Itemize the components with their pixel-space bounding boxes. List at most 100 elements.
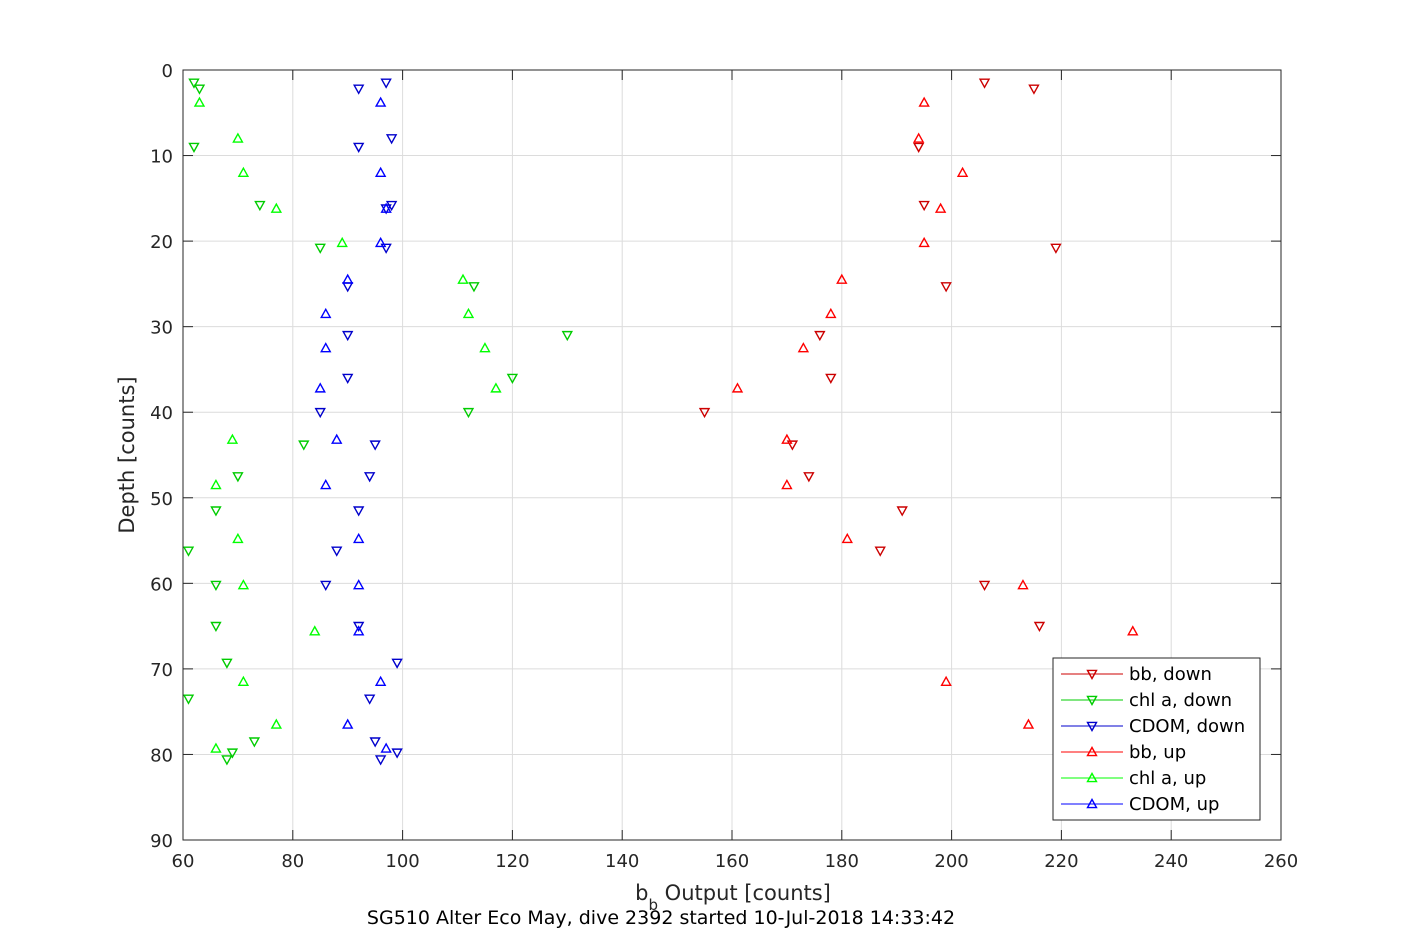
point-cdom-up bbox=[374, 96, 387, 107]
point-bb-down bbox=[698, 407, 711, 419]
chart-title: SG510 Alter Eco May, dive 2392 started 1… bbox=[367, 907, 955, 929]
point-cdom-up bbox=[331, 433, 343, 444]
point-cdom-down bbox=[391, 658, 403, 669]
point-bb-up bbox=[1022, 718, 1035, 729]
point-cdom-down bbox=[342, 330, 354, 342]
x-tick-label: 100 bbox=[385, 851, 419, 872]
point-chl-a-up bbox=[336, 236, 348, 248]
point-bb-up bbox=[918, 96, 930, 107]
point-bb-up bbox=[1017, 579, 1029, 590]
point-cdom-down bbox=[352, 621, 365, 633]
point-chl-a-up bbox=[232, 532, 244, 544]
y-tick-label: 90 bbox=[150, 831, 173, 852]
point-chl-a-up bbox=[309, 625, 321, 636]
point-bb-down bbox=[896, 506, 908, 517]
x-tick-label: 220 bbox=[1044, 851, 1078, 872]
point-chl-a-up bbox=[193, 96, 206, 107]
legend-label-chl-a-down: chl a, down bbox=[1129, 690, 1232, 711]
point-cdom-up bbox=[352, 579, 365, 590]
point-chl-a-down bbox=[193, 84, 206, 95]
point-chl-a-up bbox=[479, 342, 491, 353]
axis-ticks: 60 80 100 120 140 160 180 200 220 240 260 0 10 20 30 40… bbox=[150, 61, 1298, 872]
x-tick-label: 120 bbox=[495, 851, 529, 872]
point-cdom-down bbox=[352, 506, 365, 517]
x-tick-label: 140 bbox=[605, 851, 639, 872]
point-bb-up bbox=[1127, 625, 1139, 636]
point-cdom-down bbox=[380, 78, 392, 89]
point-bb-up bbox=[781, 433, 793, 444]
point-cdom-down bbox=[314, 407, 326, 419]
y-tick-label: 10 bbox=[150, 147, 173, 168]
point-chl-a-down bbox=[182, 694, 195, 705]
point-chl-a-down bbox=[210, 621, 222, 633]
legend-marker-chl-a-up bbox=[1086, 772, 1098, 783]
legend-marker-bb-up bbox=[1086, 746, 1098, 757]
data-markers bbox=[182, 78, 1139, 766]
point-cdom-up bbox=[380, 202, 392, 213]
point-cdom-up bbox=[352, 532, 365, 544]
point-chl-a-down bbox=[210, 580, 222, 591]
y-tick-label: 70 bbox=[150, 660, 173, 681]
point-bb-down bbox=[803, 472, 815, 483]
point-chl-a-down bbox=[210, 506, 222, 517]
point-chl-a-down bbox=[182, 546, 195, 557]
point-chl-a-up bbox=[237, 579, 250, 590]
point-cdom-down bbox=[369, 737, 381, 748]
x-tick-label: 260 bbox=[1264, 851, 1298, 872]
x-axis-label-subscript: b bbox=[648, 896, 658, 914]
x-tick-label: 80 bbox=[281, 851, 304, 872]
point-cdom-down bbox=[374, 755, 387, 766]
point-chl-a-up bbox=[270, 718, 283, 729]
point-bb-down bbox=[918, 200, 930, 212]
point-cdom-up bbox=[342, 273, 354, 284]
point-bb-up bbox=[934, 202, 947, 213]
x-axis-label-main: b bbox=[635, 881, 648, 905]
point-bb-down bbox=[786, 440, 799, 451]
x-axis-label-rest: Output [counts] bbox=[658, 881, 831, 905]
point-bb-down bbox=[978, 78, 991, 89]
point-bb-up bbox=[781, 479, 793, 490]
x-axis-label: bb Output [counts] bbox=[635, 881, 831, 914]
point-bb-up bbox=[731, 382, 744, 393]
x-tick-label: 60 bbox=[172, 851, 195, 872]
point-cdom-down bbox=[363, 694, 376, 705]
point-bb-up bbox=[841, 532, 853, 544]
point-chl-a-up bbox=[232, 132, 244, 143]
point-cdom-down bbox=[331, 546, 343, 557]
point-chl-a-down bbox=[226, 748, 239, 759]
x-tick-label: 160 bbox=[715, 851, 749, 872]
y-tick-label: 20 bbox=[150, 232, 173, 253]
legend-marker-cdom-down bbox=[1086, 721, 1098, 732]
point-chl-a-up bbox=[462, 307, 475, 319]
point-bb-down bbox=[978, 580, 991, 591]
point-bb-up bbox=[940, 675, 952, 687]
point-chl-a-down bbox=[248, 737, 261, 748]
point-cdom-down bbox=[369, 440, 381, 451]
point-chl-a-up bbox=[270, 202, 283, 213]
legend-label-cdom-up: CDOM, up bbox=[1129, 794, 1219, 815]
point-cdom-up bbox=[374, 166, 387, 177]
y-tick-label: 50 bbox=[150, 489, 173, 510]
legend-box bbox=[1052, 657, 1261, 821]
point-chl-a-down bbox=[468, 282, 480, 293]
point-cdom-down bbox=[320, 580, 332, 591]
point-bb-down bbox=[814, 330, 826, 342]
point-chl-a-down bbox=[506, 373, 519, 384]
point-chl-a-down bbox=[188, 142, 200, 153]
point-bb-down bbox=[1050, 243, 1062, 254]
x-tick-label: 240 bbox=[1154, 851, 1188, 872]
point-cdom-up bbox=[380, 742, 392, 753]
point-bb-up bbox=[836, 273, 848, 284]
point-chl-a-up bbox=[457, 273, 469, 284]
y-tick-label: 0 bbox=[162, 61, 173, 82]
point-chl-a-down bbox=[298, 440, 310, 451]
point-chl-a-up bbox=[490, 382, 502, 393]
y-tick-label: 80 bbox=[150, 745, 173, 766]
point-chl-a-down bbox=[221, 755, 233, 766]
point-cdom-up bbox=[374, 675, 387, 687]
point-cdom-up bbox=[342, 718, 354, 729]
point-cdom-down bbox=[352, 84, 365, 95]
point-cdom-up bbox=[314, 382, 326, 393]
point-chl-a-up bbox=[237, 166, 250, 177]
point-chl-a-down bbox=[561, 330, 573, 342]
